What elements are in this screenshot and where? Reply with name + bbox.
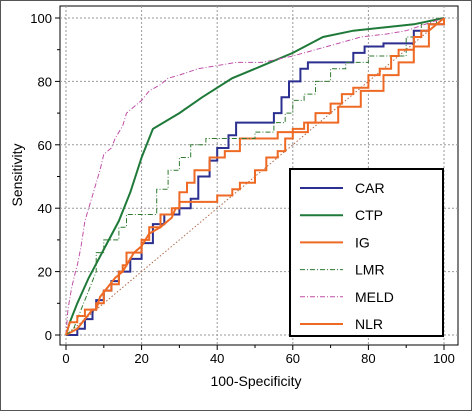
series-line-nlr bbox=[65, 18, 445, 336]
legend-label-meld: MELD bbox=[355, 289, 394, 305]
series-line-meld bbox=[65, 17, 445, 336]
x-tick-label: 20 bbox=[134, 351, 148, 366]
x-axis-title: 100-Specificity bbox=[210, 373, 301, 389]
y-tick-label: 100 bbox=[30, 11, 52, 26]
y-tick-label: 60 bbox=[38, 138, 52, 153]
legend-box bbox=[289, 168, 444, 337]
x-tick-label: 60 bbox=[286, 351, 300, 366]
axis-ticks: 0 20 40 60 80 100 0 20 40 60 80 100 bbox=[30, 11, 455, 366]
x-tick-label: 100 bbox=[433, 351, 455, 366]
series-line-ig bbox=[65, 17, 445, 336]
series-line-lmr bbox=[65, 17, 444, 336]
legend-label-ctp: CTP bbox=[355, 207, 383, 223]
series-line-ctp bbox=[65, 17, 445, 336]
legend: CAR CTP IG LMR MELD NLR bbox=[289, 168, 444, 337]
y-tick-label: 20 bbox=[38, 265, 52, 280]
series-lines bbox=[65, 17, 445, 336]
y-tick-label: 40 bbox=[38, 201, 52, 216]
legend-label-ig: IG bbox=[355, 234, 370, 250]
x-tick-label: 80 bbox=[361, 351, 375, 366]
legend-items: CAR CTP IG LMR MELD NLR bbox=[300, 180, 394, 332]
y-tick-label: 80 bbox=[38, 74, 52, 89]
x-tick-label: 40 bbox=[210, 351, 224, 366]
legend-label-nlr: NLR bbox=[355, 316, 383, 332]
legend-label-car: CAR bbox=[355, 180, 385, 196]
x-tick-label: 0 bbox=[62, 351, 69, 366]
y-tick-label: 0 bbox=[45, 328, 52, 343]
legend-label-lmr: LMR bbox=[355, 262, 385, 278]
y-axis-title: Sensitivity bbox=[9, 143, 25, 206]
